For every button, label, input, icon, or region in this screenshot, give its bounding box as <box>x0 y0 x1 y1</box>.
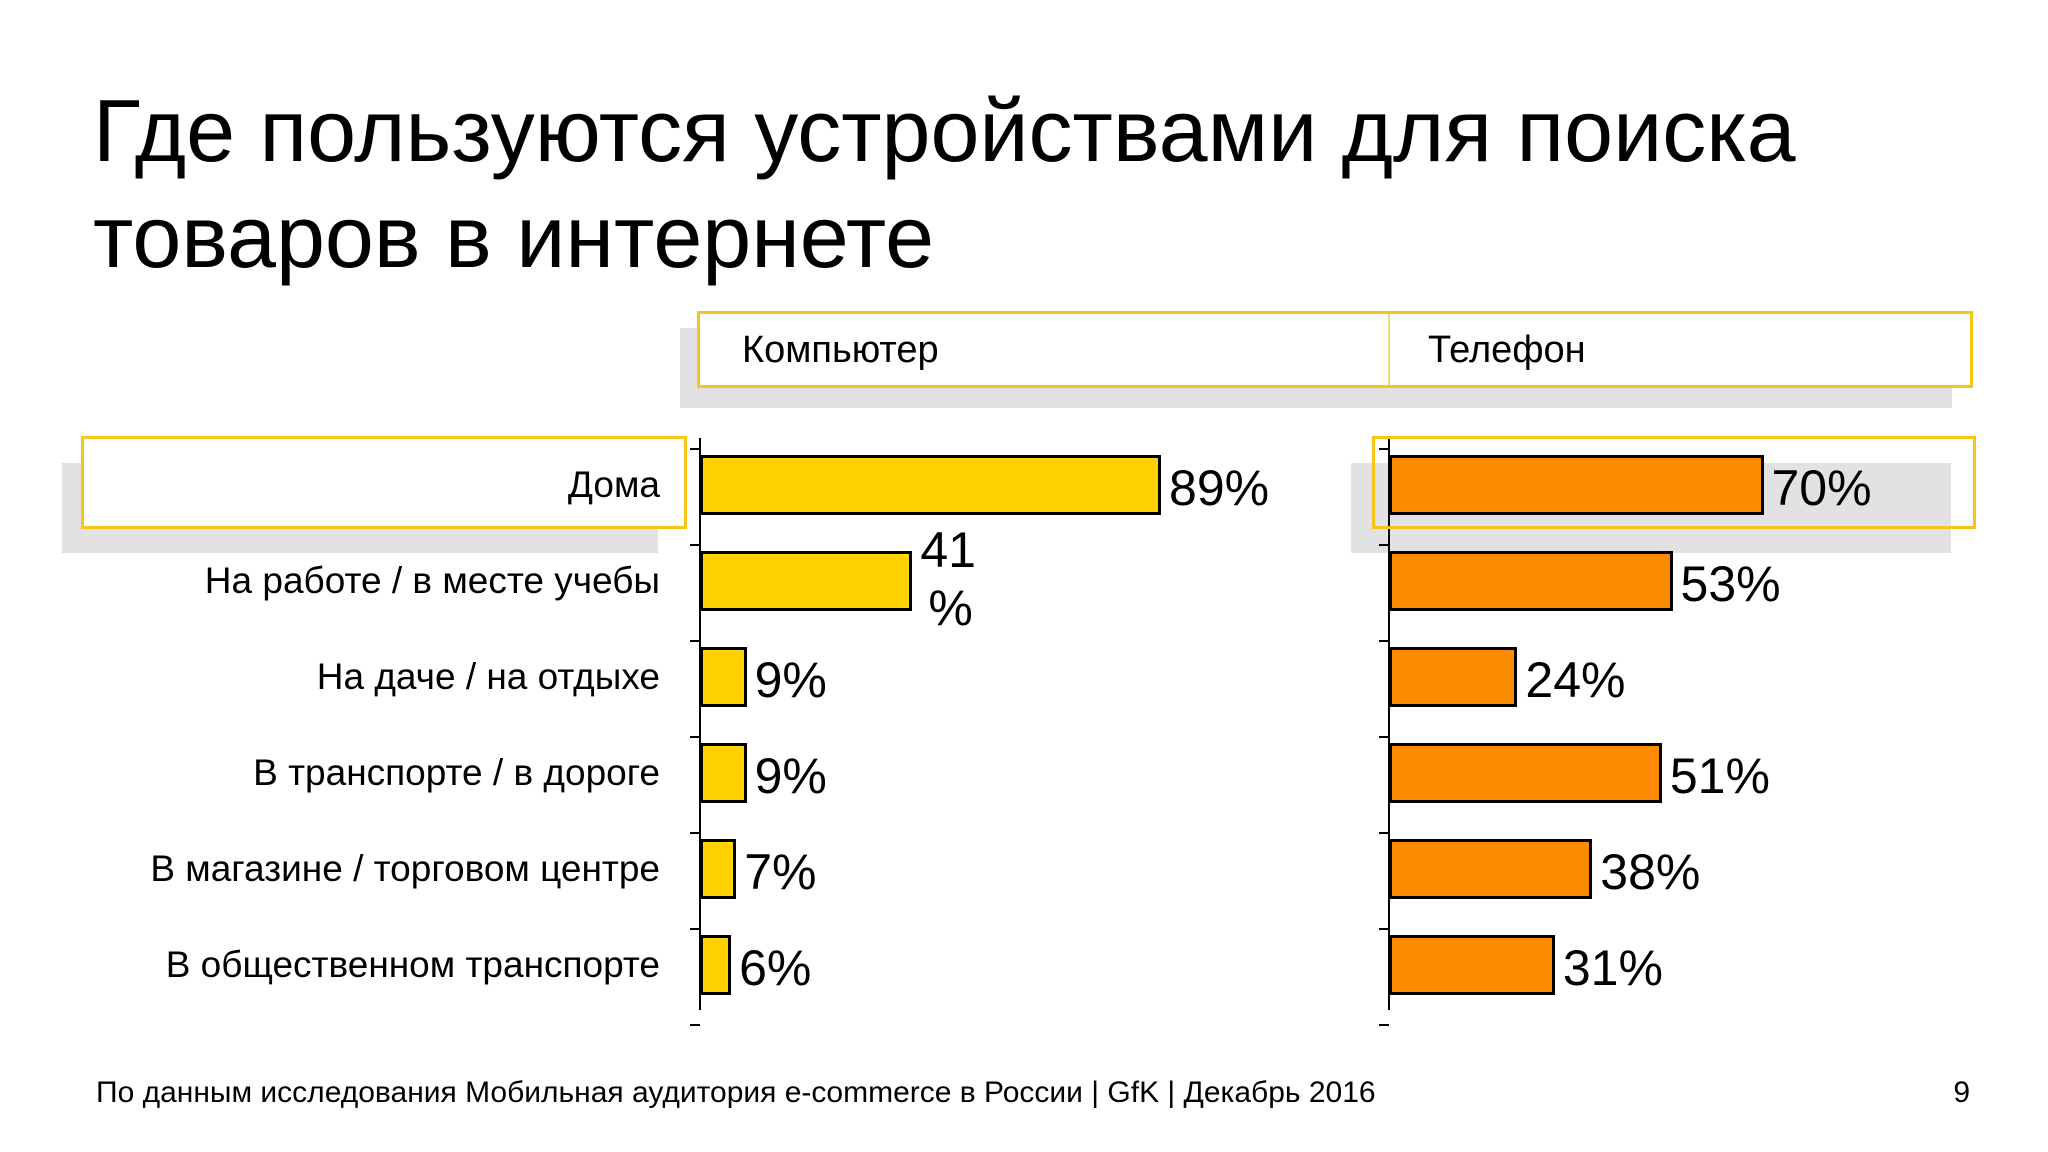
series-label-phone: Телефон <box>1428 329 1586 371</box>
bar-phone <box>1389 455 1764 515</box>
bar-computer <box>700 647 747 707</box>
bar-phone <box>1389 551 1673 611</box>
title-line-2: товаров в интернете <box>93 187 935 286</box>
bar-computer <box>700 935 732 995</box>
category-label: На работе / в месте учебы <box>204 560 660 601</box>
bar-computer <box>700 743 747 803</box>
series-label-computer: Компьютер <box>742 329 939 371</box>
value-label-phone: 51% <box>1669 748 1770 804</box>
title-line-1: Где пользуются устройствами для поиска <box>93 81 1796 180</box>
series-header-divider <box>1388 314 1390 385</box>
axis-tick-phone <box>1379 832 1389 834</box>
page-number: 9 <box>1953 1076 1970 1109</box>
value-label-phone: 70% <box>1771 460 1872 516</box>
value-label-computer: 9% <box>754 748 827 804</box>
axis-tick-computer <box>690 736 700 738</box>
category-label: Дома <box>567 464 660 505</box>
bar-computer <box>700 455 1162 515</box>
bar-computer <box>700 839 737 899</box>
category-label: В транспорте / в дороге <box>253 752 660 793</box>
axis-tick-computer <box>690 928 700 930</box>
category-label: В общественном транспорте <box>165 944 660 985</box>
source-footnote: По данным исследования Мобильная аудитор… <box>96 1076 1376 1109</box>
axis-tick-phone <box>1379 640 1389 642</box>
axis-tick-phone <box>1379 1024 1389 1026</box>
series-header <box>697 311 1973 388</box>
axis-tick-computer <box>690 832 700 834</box>
bar-computer <box>700 551 913 611</box>
bar-phone <box>1389 647 1518 707</box>
value-label-phone: 53% <box>1680 556 1781 612</box>
axis-tick-computer <box>690 1024 700 1026</box>
axis-tick-phone <box>1379 448 1389 450</box>
axis-tick-computer <box>690 640 700 642</box>
category-label: В магазине / торговом центре <box>150 848 660 889</box>
value-label-computer-suffix: % <box>928 580 973 636</box>
highlight-row-label-frame <box>81 436 687 529</box>
category-label: На даче / на отдыхе <box>316 656 660 697</box>
value-label-phone: 38% <box>1600 844 1701 900</box>
bar-phone <box>1389 935 1555 995</box>
axis-tick-computer <box>690 448 700 450</box>
value-label-phone: 31% <box>1562 940 1663 996</box>
axis-phone <box>1388 438 1390 1010</box>
value-label-computer: 89% <box>1169 460 1270 516</box>
value-label-computer: 9% <box>754 652 827 708</box>
axis-tick-computer <box>690 544 700 546</box>
value-label-computer: 7% <box>744 844 817 900</box>
value-label-computer: 6% <box>739 940 812 996</box>
slide-title: Где пользуются устройствами для поиска т… <box>93 78 1893 290</box>
axis-tick-phone <box>1379 928 1389 930</box>
highlight-row-phone-frame <box>1372 436 1976 529</box>
bar-phone <box>1389 839 1593 899</box>
value-label-phone: 24% <box>1525 652 1626 708</box>
axis-tick-phone <box>1379 736 1389 738</box>
axis-tick-phone <box>1379 544 1389 546</box>
axis-computer <box>699 438 701 1010</box>
bar-phone <box>1389 743 1662 803</box>
value-label-computer: 41 <box>920 522 976 578</box>
